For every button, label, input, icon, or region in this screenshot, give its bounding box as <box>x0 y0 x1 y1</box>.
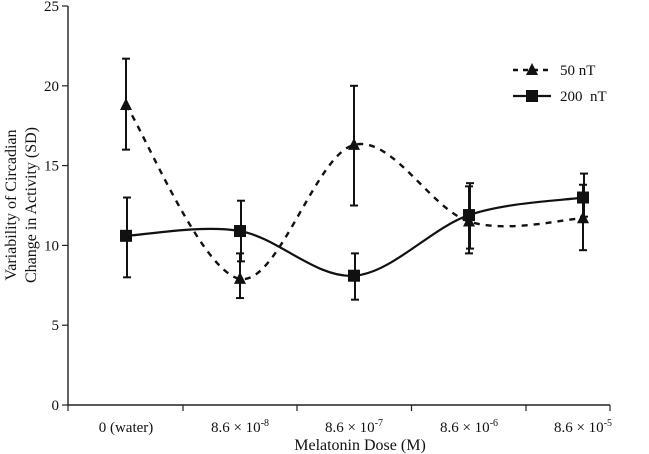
x-tick-label: 8.6 × 10-8 <box>211 418 269 436</box>
data-point <box>120 229 132 242</box>
y-tick-label: 0 <box>52 398 60 414</box>
legend-label: 200 nT <box>560 89 607 105</box>
data-point <box>463 209 475 222</box>
y-tick-label: 5 <box>52 318 60 334</box>
series-2 <box>120 172 589 301</box>
y-tick-label: 25 <box>44 0 59 15</box>
data-point <box>348 137 360 150</box>
data-point <box>348 269 360 282</box>
labels: Variability of Circadian Change in Activ… <box>3 127 426 454</box>
x-tick-label: 0 (water) <box>99 420 154 436</box>
x-axis-title: Melatonin Dose (M) <box>294 437 426 454</box>
data-point <box>234 225 246 238</box>
legend-label: 50 nT <box>560 63 595 79</box>
y-tick-label: 20 <box>44 79 59 95</box>
x-tick-label: 8.6 × 10-5 <box>554 418 612 436</box>
x-tick-label: 8.6 × 10-7 <box>325 418 383 436</box>
y-axis-title-line2: Change in Activity (SD) <box>23 127 40 283</box>
y-tick-label: 10 <box>44 238 59 254</box>
data-point <box>234 271 246 284</box>
y-tick-label: 15 <box>44 159 59 175</box>
axes: 0 5 10 15 20 25 0 (water) 8.6 × 10-8 8.6 × 10-7 8… <box>44 0 612 436</box>
series-line <box>124 104 584 281</box>
legend-marker <box>526 63 538 75</box>
series-layer <box>120 57 589 301</box>
x-tick-label: 8.6 × 10-6 <box>440 418 498 436</box>
series-1 <box>120 57 589 300</box>
legend: 50 nT 200 nT <box>513 63 607 105</box>
data-point <box>120 97 132 110</box>
legend-marker <box>526 90 538 102</box>
data-point <box>577 191 589 204</box>
y-axis-title-line1: Variability of Circadian <box>3 129 20 280</box>
